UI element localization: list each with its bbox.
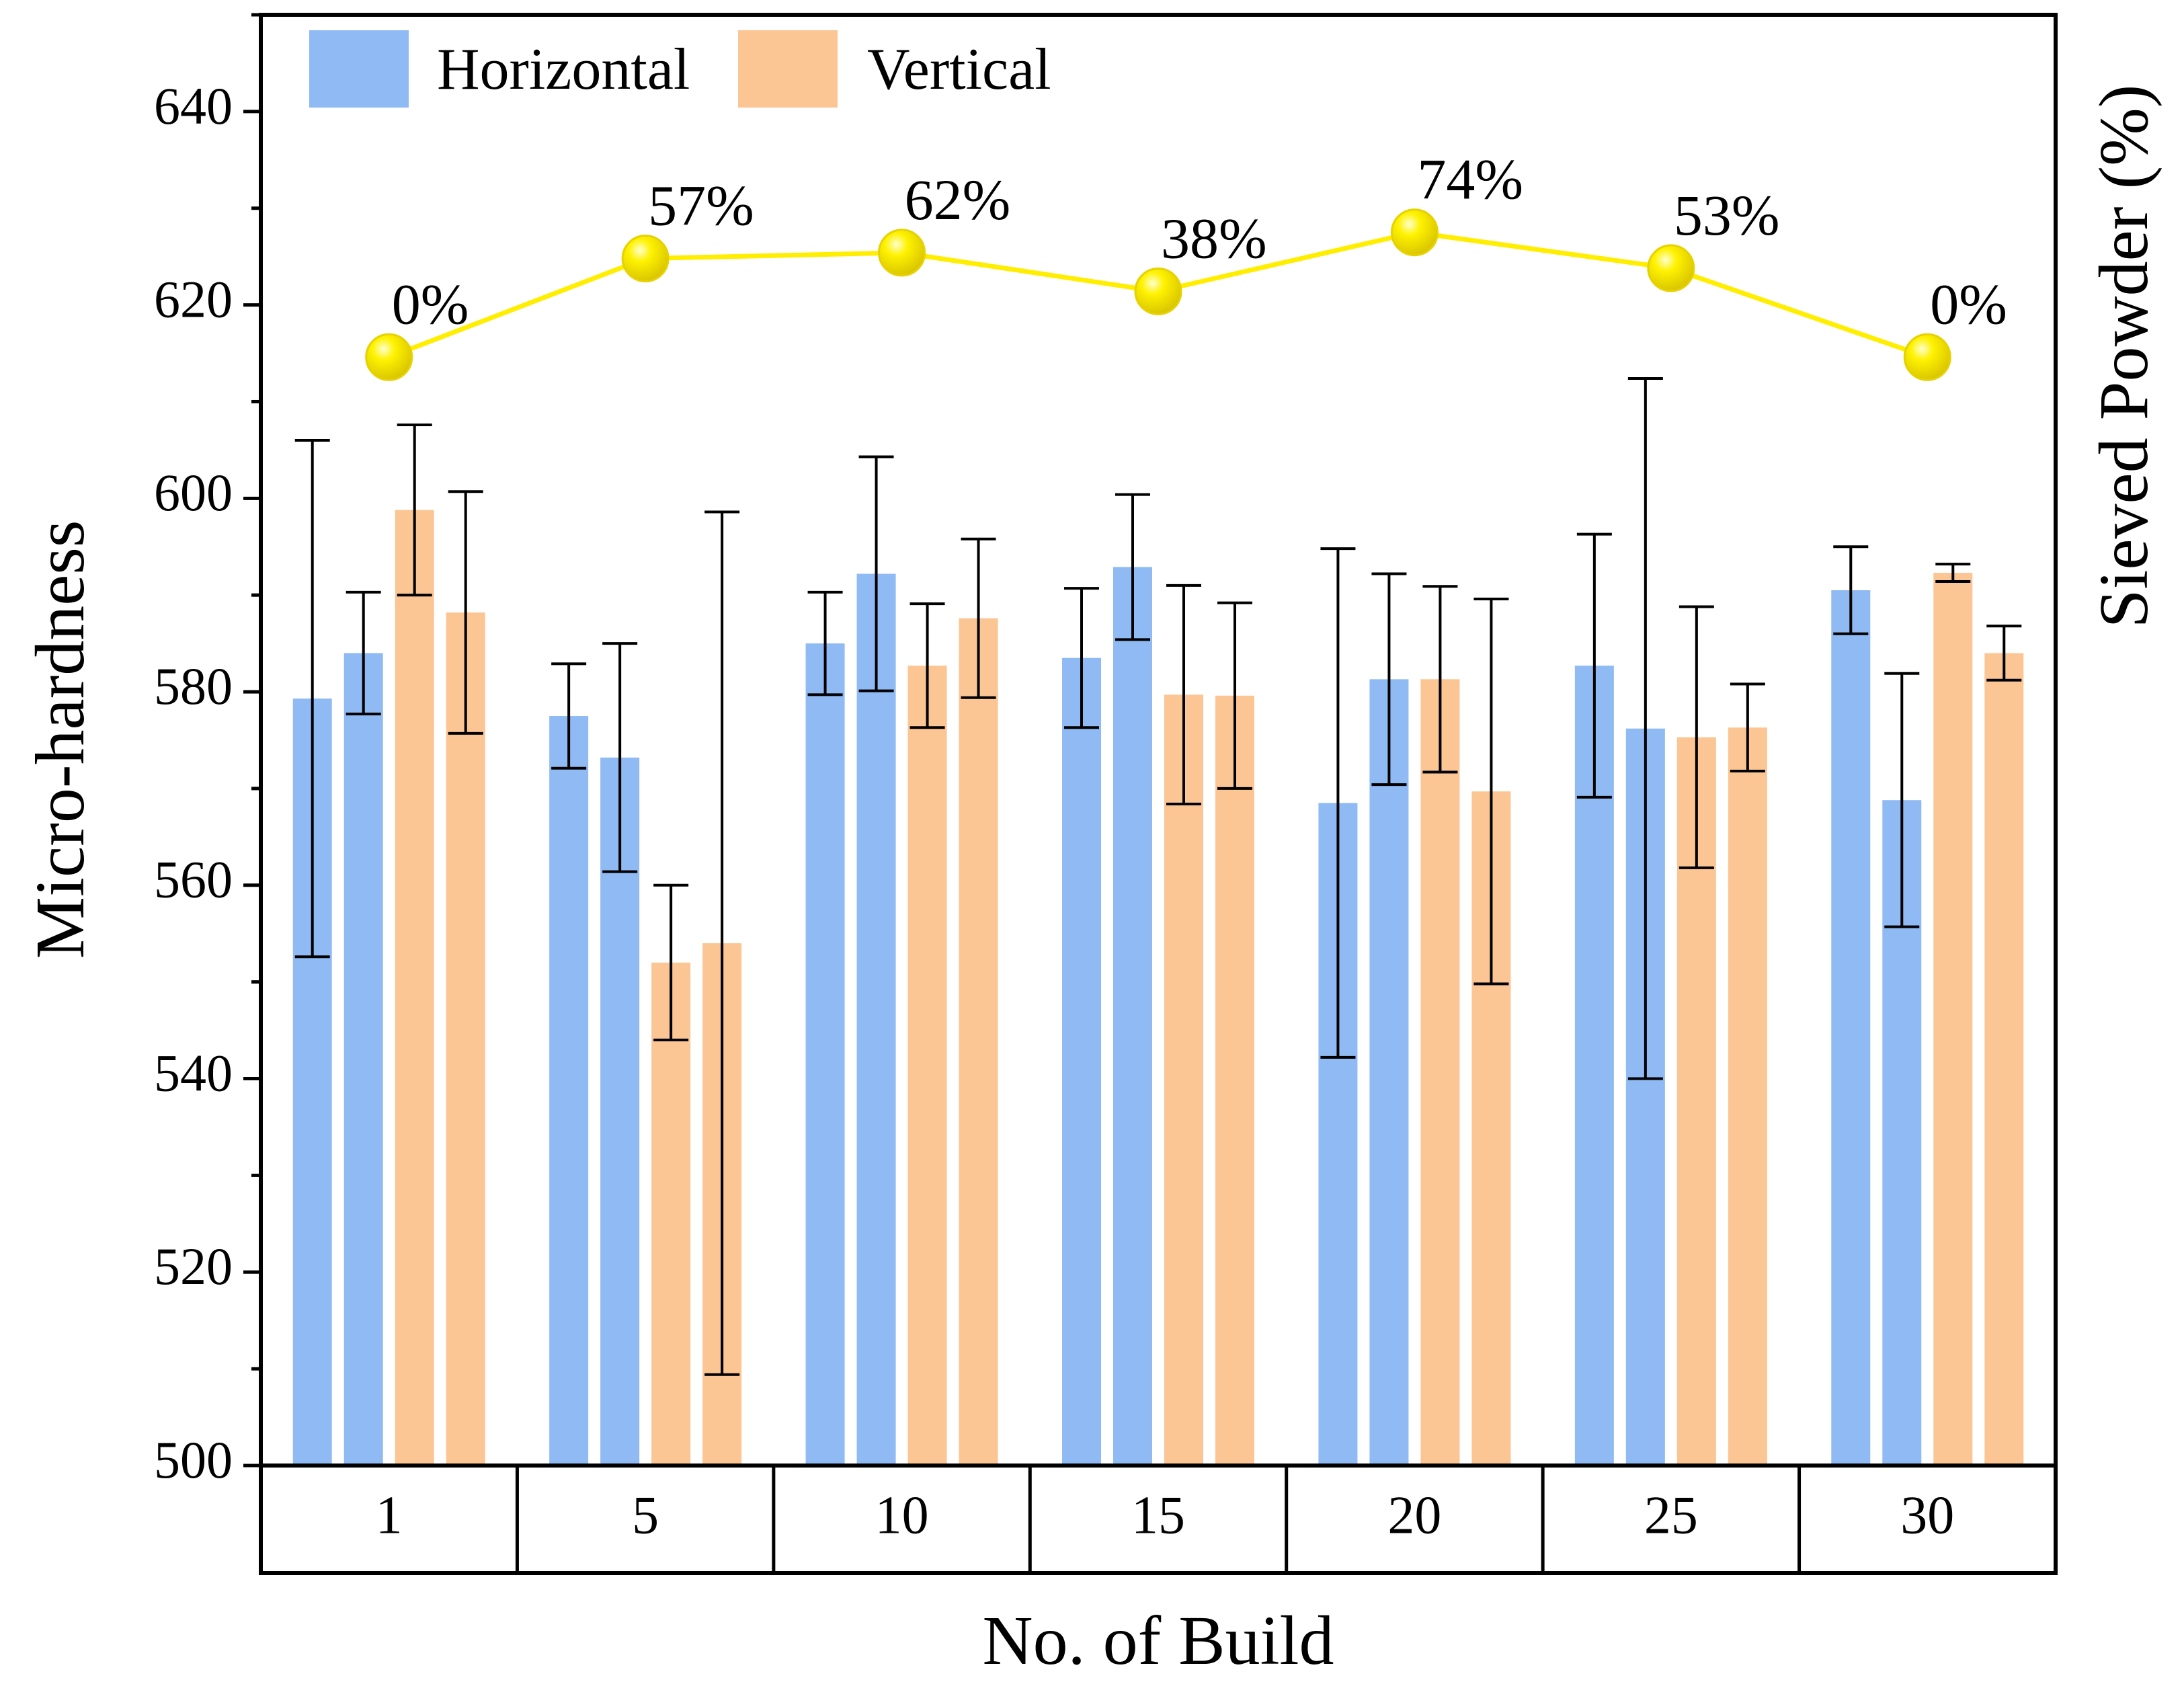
y-tick-label: 560 [154, 850, 233, 909]
legend-label-vertical: Vertical [867, 37, 1051, 102]
error-bar [448, 490, 483, 735]
error-bar [1679, 605, 1714, 869]
sieved-powder-line-layer [365, 208, 1951, 381]
sieved-powder-label: 53% [1674, 183, 1780, 247]
y-axis-ticks [243, 13, 261, 1468]
error-bar [1473, 597, 1509, 986]
y-tick-label: 640 [154, 77, 233, 135]
bar-horizontal [1831, 590, 1871, 1466]
sieved-powder-label: 57% [648, 173, 754, 238]
y-axis-tick-labels: 500 520 540 560 580 600 620 640 [154, 77, 233, 1489]
legend: Horizontal Vertical [309, 30, 1051, 108]
bar-vertical [446, 612, 485, 1466]
y-tick-label: 600 [154, 463, 233, 522]
error-bar [1833, 545, 1869, 635]
error-bar [858, 455, 894, 692]
error-bar [397, 423, 432, 597]
error-bars-layer [294, 376, 2022, 1376]
sieved-powder-label: 0% [1930, 272, 2007, 336]
error-bar [1166, 584, 1201, 805]
bar-vertical [395, 510, 434, 1466]
sieved-powder-marker [365, 333, 413, 381]
category-label: 30 [1900, 1486, 1954, 1545]
bar-vertical [907, 666, 947, 1466]
error-bar [1935, 563, 1971, 584]
error-bar [807, 590, 843, 696]
error-bar [1115, 493, 1150, 641]
legend-swatch-horizontal [309, 30, 409, 108]
bar-horizontal [856, 573, 896, 1466]
error-bar [346, 590, 381, 716]
sieved-powder-labels-layer: 0% 57% 62% 38% 74% 53% 0% [392, 147, 2007, 337]
bar-vertical [651, 962, 691, 1466]
y2-axis-title: Sieved Powder (%) [2085, 85, 2162, 629]
sieved-powder-marker [878, 229, 926, 277]
bar-horizontal [1369, 679, 1409, 1466]
bar-horizontal [1062, 657, 1101, 1466]
bar-vertical [1984, 653, 2024, 1466]
legend-label-horizontal: Horizontal [437, 37, 690, 102]
error-bar [1627, 376, 1663, 1080]
bar-horizontal [1574, 666, 1614, 1466]
category-label: 5 [632, 1486, 659, 1545]
category-label: 10 [875, 1486, 929, 1545]
bar-vertical [1420, 679, 1460, 1466]
error-bar [1217, 601, 1252, 790]
sieved-powder-marker [1134, 267, 1182, 315]
x-axis-title: No. of Build [983, 1602, 1334, 1679]
y-tick-label: 580 [154, 657, 233, 715]
category-label: 25 [1644, 1486, 1698, 1545]
sieved-powder-marker [621, 235, 670, 283]
error-bar [294, 439, 330, 959]
error-bar [1986, 625, 2022, 682]
sieved-powder-label: 38% [1161, 206, 1267, 270]
bar-vertical [1933, 573, 1973, 1466]
bar-vertical [1164, 694, 1203, 1466]
category-dividers [515, 1466, 1802, 1573]
bar-horizontal [1113, 567, 1152, 1466]
error-bar [602, 642, 638, 873]
error-bar [653, 883, 689, 1041]
bar-horizontal [343, 653, 383, 1466]
error-bar [1371, 572, 1407, 787]
bars-layer [292, 510, 2024, 1466]
category-label: 20 [1387, 1486, 1441, 1545]
sieved-powder-label: 74% [1417, 147, 1523, 212]
error-bar [1730, 682, 1765, 773]
sieved-powder-label: 62% [905, 167, 1011, 232]
category-label: 15 [1131, 1486, 1185, 1545]
error-bar [551, 662, 587, 770]
y-tick-label: 540 [154, 1043, 233, 1102]
y-axis-title: Micro-hardness [22, 520, 99, 959]
legend-swatch-vertical [738, 30, 838, 108]
error-bar [704, 510, 740, 1376]
y-tick-label: 520 [154, 1237, 233, 1295]
y-tick-label: 500 [154, 1431, 233, 1489]
bar-horizontal [600, 757, 640, 1466]
bar-horizontal [805, 643, 845, 1466]
bar-vertical [1215, 695, 1254, 1466]
error-bar [1064, 587, 1099, 729]
bar-vertical [959, 618, 998, 1466]
error-bar [1576, 532, 1612, 799]
y-tick-label: 620 [154, 270, 233, 329]
error-bar [1320, 547, 1356, 1059]
error-bar [1422, 585, 1458, 774]
error-bar [1884, 672, 1920, 928]
sieved-powder-label: 0% [392, 272, 469, 336]
sieved-powder-marker [1647, 244, 1695, 292]
error-bar [961, 537, 996, 699]
error-bar [909, 602, 945, 729]
category-label: 1 [376, 1486, 403, 1545]
sieved-powder-marker [1390, 208, 1439, 257]
bar-vertical [1728, 727, 1767, 1466]
bar-horizontal [549, 716, 589, 1466]
sieved-powder-marker [1903, 333, 1951, 381]
category-table [259, 1464, 2058, 1575]
category-labels: 1 5 10 15 20 25 30 [376, 1486, 1955, 1545]
